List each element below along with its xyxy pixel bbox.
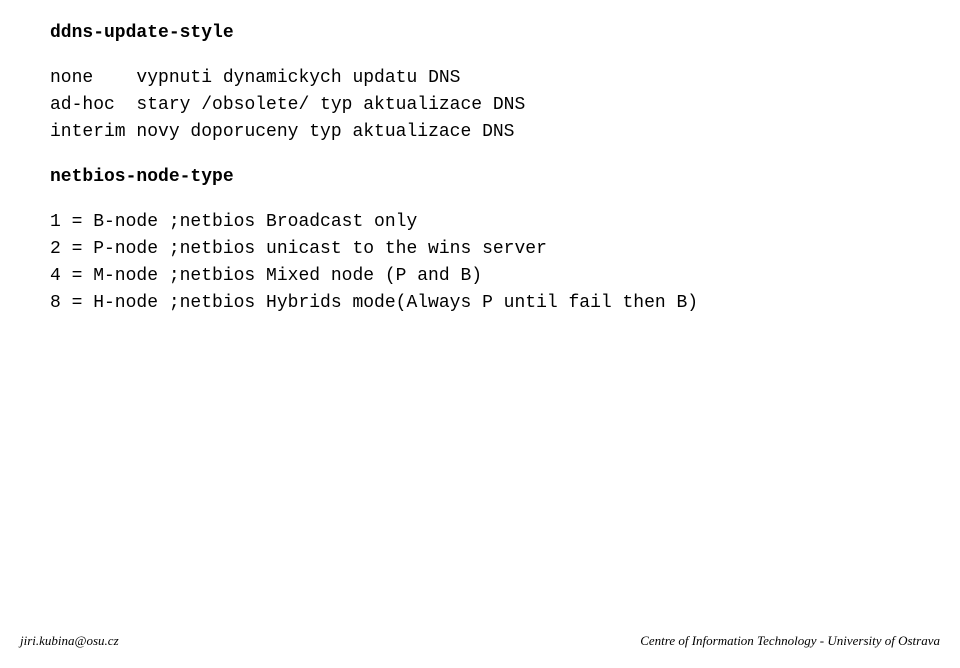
definition-row: 1 = B-node ;netbios Broadcast only	[50, 209, 910, 236]
def-desc: stary /obsolete/ typ aktualizace DNS	[136, 95, 525, 115]
ddns-definitions: none vypnuti dynamickych updatu DNS ad-h…	[50, 65, 910, 146]
footer-email: jiri.kubina@osu.cz	[20, 631, 119, 651]
definition-row: none vypnuti dynamickych updatu DNS	[50, 65, 910, 92]
definition-row: interim novy doporuceny typ aktualizace …	[50, 119, 910, 146]
definition-row: ad-hoc stary /obsolete/ typ aktualizace …	[50, 92, 910, 119]
definition-row: 2 = P-node ;netbios unicast to the wins …	[50, 236, 910, 263]
definition-row: 8 = H-node ;netbios Hybrids mode(Always …	[50, 290, 910, 317]
section-heading-ddns: ddns-update-style	[50, 20, 910, 47]
def-key: ad-hoc	[50, 95, 136, 115]
def-desc: vypnuti dynamickych updatu DNS	[136, 68, 460, 88]
section-heading-netbios: netbios-node-type	[50, 164, 910, 191]
def-key: interim	[50, 122, 136, 142]
def-key: none	[50, 68, 136, 88]
footer-org: Centre of Information Technology - Unive…	[640, 631, 940, 651]
definition-row: 4 = M-node ;netbios Mixed node (P and B)	[50, 263, 910, 290]
page-content: ddns-update-style none vypnuti dynamicky…	[0, 0, 960, 317]
def-desc: novy doporuceny typ aktualizace DNS	[136, 122, 514, 142]
netbios-definitions: 1 = B-node ;netbios Broadcast only 2 = P…	[50, 209, 910, 317]
page-footer: jiri.kubina@osu.cz Centre of Information…	[0, 631, 960, 651]
